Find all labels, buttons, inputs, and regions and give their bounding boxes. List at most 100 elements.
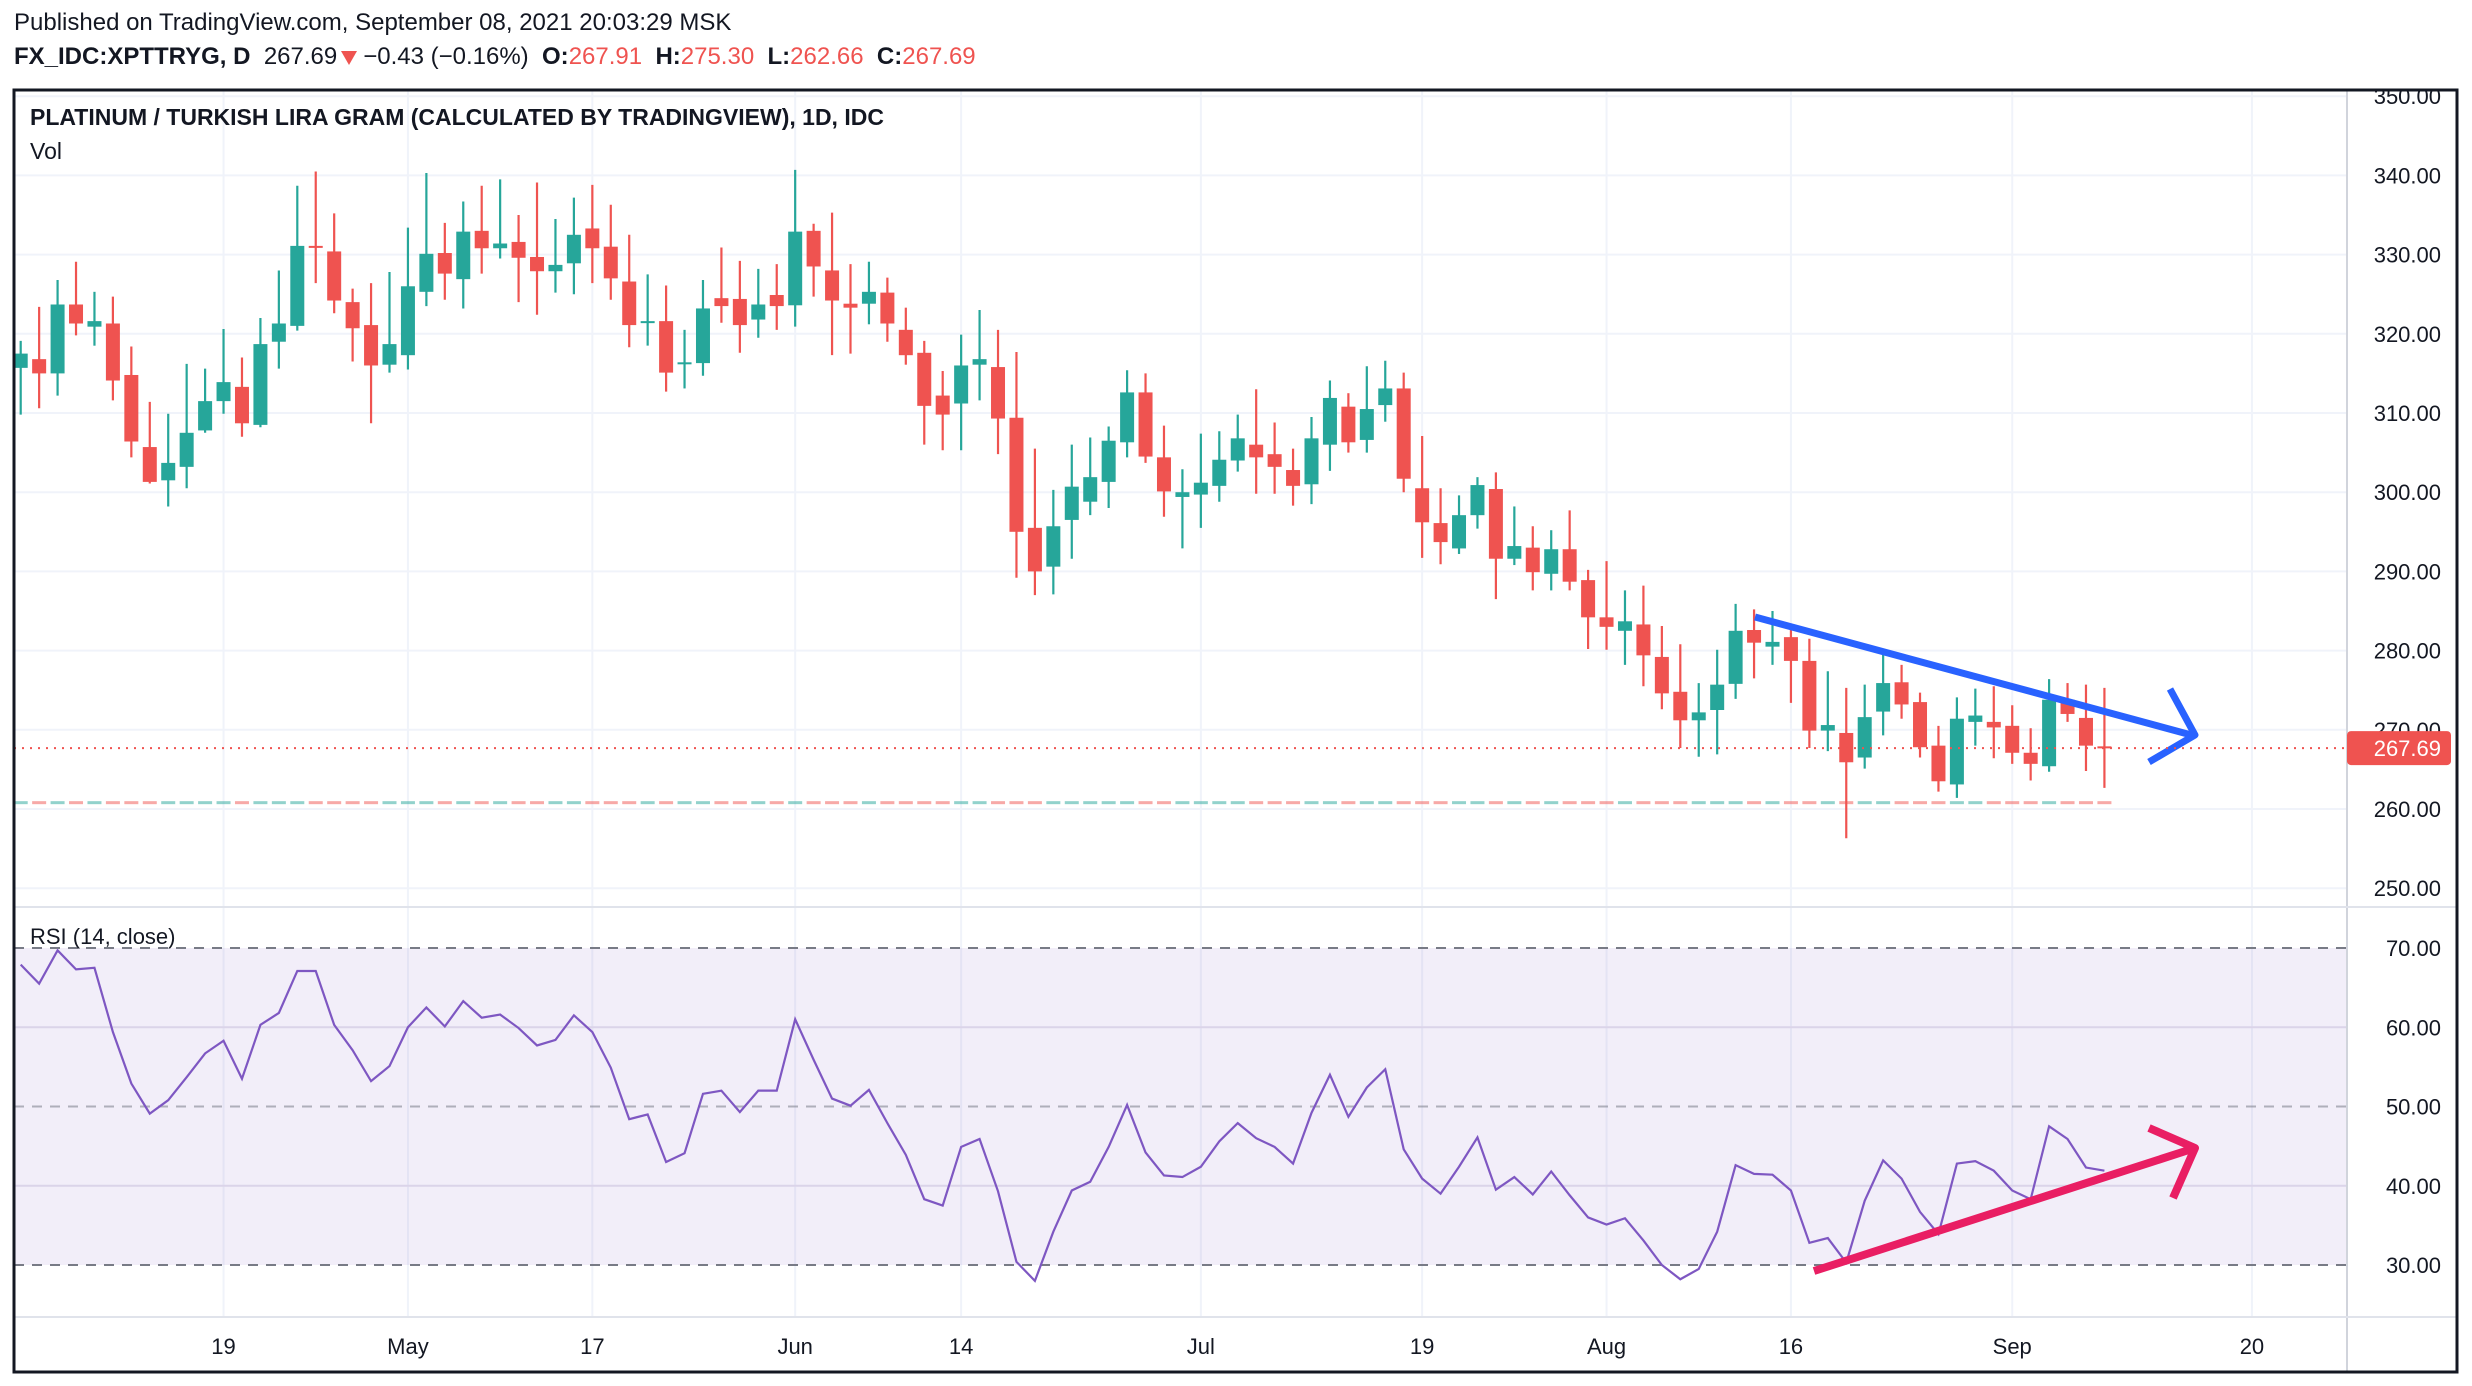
- rsi-tick-label: 70.00: [2386, 936, 2441, 961]
- rsi-tick-label: 40.00: [2386, 1174, 2441, 1199]
- volume-legend[interactable]: Vol: [30, 138, 62, 164]
- time-tick-label: 19: [211, 1334, 235, 1359]
- candle-body: [1452, 515, 1467, 549]
- rsi-trendline[interactable]: [1812, 1144, 2197, 1275]
- candle-body: [308, 245, 323, 248]
- candle-body: [1396, 388, 1411, 479]
- candle-body: [1507, 546, 1522, 559]
- candle-body: [87, 321, 102, 327]
- candle-body: [603, 246, 618, 279]
- candle-body: [1747, 630, 1762, 643]
- last-price-label: 267.69: [2374, 736, 2441, 761]
- candle-body: [271, 323, 286, 342]
- candle-body: [769, 294, 784, 307]
- candle-body: [327, 251, 342, 301]
- candle-body: [50, 304, 65, 374]
- candle-body: [511, 241, 526, 258]
- candle-body: [216, 382, 231, 402]
- candle-body: [622, 281, 637, 326]
- candle-body: [1765, 641, 1780, 647]
- low-value: 262.66: [790, 43, 864, 70]
- price-tick-label: 340.00: [2374, 163, 2441, 188]
- price-trendline[interactable]: [1754, 613, 2196, 740]
- candle-body: [1986, 721, 2001, 728]
- candle-body: [1544, 549, 1559, 574]
- candle-body: [2078, 717, 2093, 746]
- candle-body: [400, 286, 415, 356]
- candle-body: [1581, 580, 1596, 618]
- candle-body: [972, 359, 987, 365]
- candle-body: [825, 270, 840, 301]
- candle-body: [640, 321, 655, 324]
- candle-body: [1710, 684, 1725, 710]
- price-change: −0.43 (−0.16%): [363, 43, 529, 70]
- time-tick-label: 17: [580, 1334, 604, 1359]
- candle-body: [161, 462, 176, 481]
- candle-body: [1322, 397, 1337, 445]
- candle-body: [1470, 485, 1485, 516]
- rsi-tick-label: 50.00: [2386, 1095, 2441, 1120]
- open-label: O:: [542, 43, 569, 70]
- last-price-badge: [2347, 731, 2451, 766]
- price-tick-label: 300.00: [2374, 480, 2441, 505]
- candle-body: [1138, 392, 1153, 457]
- candle-body: [1378, 388, 1393, 406]
- price-tick-label: 320.00: [2374, 322, 2441, 347]
- time-tick-label: 16: [1779, 1334, 1803, 1359]
- candle-body: [1027, 527, 1042, 572]
- price-tick-label: 280.00: [2374, 639, 2441, 664]
- price-tick-label: 290.00: [2374, 559, 2441, 584]
- candle-body: [1286, 470, 1301, 486]
- time-tick-label: Jun: [777, 1334, 812, 1359]
- time-tick-label: Jul: [1187, 1334, 1215, 1359]
- price-tick-label: 350.00: [2374, 84, 2441, 109]
- candle-body: [345, 302, 360, 329]
- price-trendline-arrowhead-icon[interactable]: [2147, 687, 2199, 766]
- rsi-legend[interactable]: RSI (14, close): [30, 924, 176, 949]
- candle-body: [2005, 725, 2020, 753]
- candle-body: [1783, 637, 1798, 661]
- candle-body: [1599, 617, 1614, 627]
- candle-series: [13, 169, 2112, 839]
- candle-body: [1267, 454, 1282, 467]
- candle-body: [861, 291, 876, 304]
- rsi-series: [19, 948, 2105, 1283]
- time-tick-label: May: [387, 1334, 429, 1359]
- time-tick-label: 19: [1410, 1334, 1434, 1359]
- candle-body: [142, 447, 157, 482]
- candle-body: [290, 245, 305, 326]
- candle-body: [677, 362, 692, 365]
- candle-body: [1341, 406, 1356, 443]
- candle-body: [1820, 725, 1835, 731]
- rsi-trendline-arrowhead-icon[interactable]: [2147, 1124, 2199, 1200]
- candle-body: [659, 321, 674, 373]
- candle-body: [382, 344, 397, 365]
- candle-body: [1636, 624, 1651, 656]
- candle-body: [105, 323, 120, 381]
- candle-body: [32, 359, 47, 374]
- candle-body: [1083, 477, 1098, 502]
- time-tick-label: Sep: [1993, 1334, 2032, 1359]
- candle-body: [1728, 630, 1743, 684]
- candle-body: [1193, 482, 1208, 495]
- candle-body: [566, 234, 581, 264]
- candle-body: [1949, 718, 1964, 785]
- candle-body: [1249, 444, 1264, 458]
- candle-body: [234, 386, 249, 424]
- candle-body: [898, 329, 913, 356]
- candle-body: [69, 304, 84, 324]
- close-value: 267.69: [902, 43, 976, 70]
- candle-body: [1156, 457, 1171, 492]
- candle-body: [1009, 417, 1024, 532]
- candle-body: [1617, 621, 1632, 631]
- candle-body: [13, 353, 28, 368]
- candle-body: [1101, 440, 1116, 482]
- price-tick-label: 310.00: [2374, 401, 2441, 426]
- candle-body: [2023, 752, 2038, 764]
- price-tick-label: 260.00: [2374, 797, 2441, 822]
- chart-frame: [12, 88, 2459, 1374]
- high-value: 275.30: [680, 43, 755, 70]
- candle-body: [548, 264, 563, 272]
- candle-body: [364, 325, 379, 366]
